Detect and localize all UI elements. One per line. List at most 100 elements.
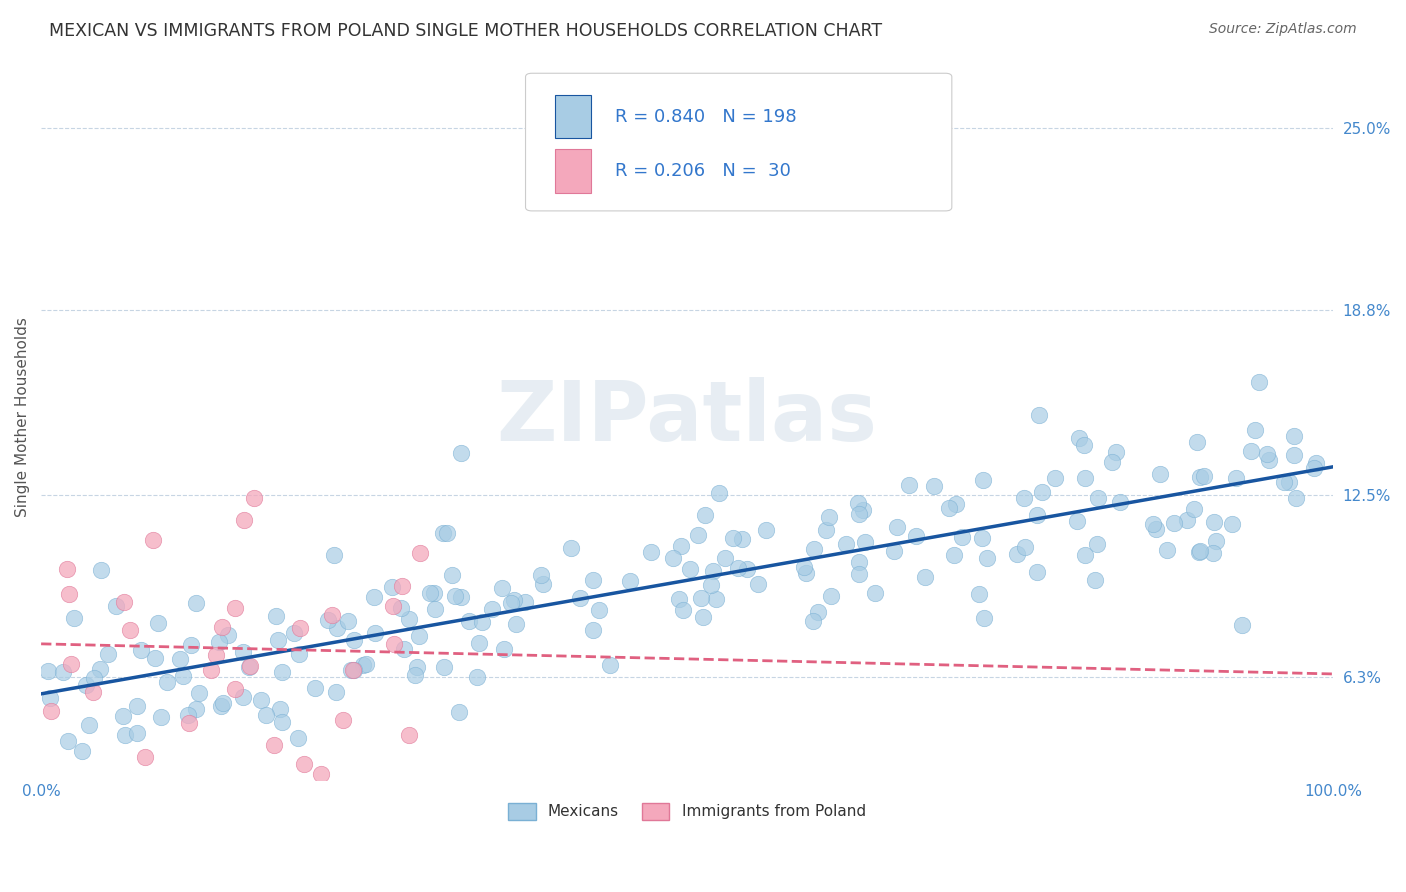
- Point: [1083, 573, 1105, 587]
- Point: [271, 714, 294, 729]
- Point: [1026, 508, 1049, 523]
- Point: [432, 525, 454, 540]
- Point: [120, 623, 142, 637]
- Point: [447, 706, 470, 720]
- Text: R = 0.840   N = 198: R = 0.840 N = 198: [614, 108, 796, 126]
- Point: [440, 567, 463, 582]
- Point: [389, 601, 412, 615]
- Point: [848, 508, 870, 522]
- Point: [187, 686, 209, 700]
- Point: [363, 591, 385, 605]
- Point: [290, 621, 312, 635]
- Point: [817, 509, 839, 524]
- Point: [339, 663, 361, 677]
- Point: [97, 647, 120, 661]
- Point: [943, 548, 966, 562]
- Point: [945, 497, 967, 511]
- Point: [114, 728, 136, 742]
- Point: [288, 647, 311, 661]
- Point: [1188, 545, 1211, 559]
- Point: [55, 562, 77, 576]
- Point: [582, 573, 605, 587]
- Point: [727, 561, 749, 575]
- Point: [184, 702, 207, 716]
- Point: [1105, 445, 1128, 459]
- Point: [1258, 453, 1281, 467]
- Point: [125, 726, 148, 740]
- Point: [706, 591, 728, 606]
- Point: [731, 532, 754, 546]
- Point: [150, 710, 173, 724]
- Point: [938, 501, 960, 516]
- Point: [1277, 475, 1299, 489]
- Point: [419, 586, 441, 600]
- Point: [886, 520, 908, 534]
- Point: [382, 637, 405, 651]
- Point: [922, 479, 945, 493]
- Point: [747, 577, 769, 591]
- Point: [254, 708, 277, 723]
- Point: [530, 567, 553, 582]
- Point: [820, 589, 842, 603]
- Point: [180, 638, 202, 652]
- Point: [1156, 543, 1178, 558]
- Point: [1026, 565, 1049, 579]
- Point: [145, 651, 167, 665]
- Point: [499, 596, 522, 610]
- Point: [465, 670, 488, 684]
- Point: [311, 766, 333, 780]
- Point: [90, 563, 112, 577]
- Point: [83, 672, 105, 686]
- Point: [700, 578, 723, 592]
- Point: [619, 574, 641, 589]
- Point: [1142, 516, 1164, 531]
- Point: [112, 595, 135, 609]
- Point: [1256, 447, 1278, 461]
- Point: [1182, 502, 1205, 516]
- Point: [211, 620, 233, 634]
- Point: [803, 542, 825, 557]
- Point: [269, 702, 291, 716]
- Point: [352, 657, 374, 672]
- Point: [238, 659, 260, 673]
- Point: [835, 537, 858, 551]
- Point: [914, 570, 936, 584]
- Text: R = 0.206   N =  30: R = 0.206 N = 30: [614, 162, 790, 180]
- Point: [212, 696, 235, 710]
- Point: [457, 615, 479, 629]
- FancyBboxPatch shape: [526, 73, 952, 211]
- Point: [640, 545, 662, 559]
- Point: [325, 685, 347, 699]
- Point: [1175, 513, 1198, 527]
- Point: [1163, 516, 1185, 530]
- Point: [807, 605, 830, 619]
- Point: [436, 525, 458, 540]
- Point: [588, 603, 610, 617]
- Point: [205, 648, 228, 663]
- Point: [852, 502, 875, 516]
- Point: [1074, 548, 1097, 562]
- Point: [905, 529, 928, 543]
- Point: [146, 615, 169, 630]
- Text: ZIPatlas: ZIPatlas: [496, 377, 877, 458]
- Point: [1189, 470, 1212, 484]
- Point: [672, 603, 695, 617]
- Point: [292, 756, 315, 771]
- Point: [172, 669, 194, 683]
- Point: [967, 586, 990, 600]
- Point: [232, 690, 254, 705]
- Point: [1073, 438, 1095, 452]
- Point: [287, 731, 309, 746]
- Point: [669, 539, 692, 553]
- Point: [233, 513, 256, 527]
- Point: [423, 586, 446, 600]
- Point: [177, 716, 200, 731]
- Point: [1282, 428, 1305, 442]
- Point: [1194, 469, 1216, 483]
- Point: [450, 590, 472, 604]
- Point: [242, 491, 264, 505]
- FancyBboxPatch shape: [555, 149, 592, 193]
- Point: [898, 478, 921, 492]
- Point: [853, 535, 876, 549]
- Point: [56, 734, 79, 748]
